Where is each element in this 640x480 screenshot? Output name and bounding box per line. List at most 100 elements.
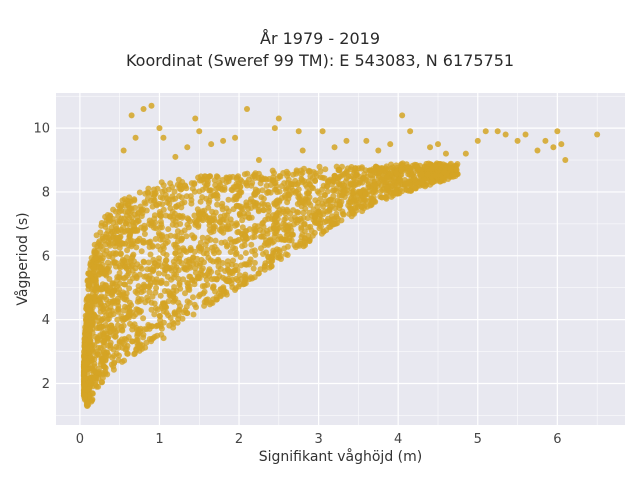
data-point bbox=[125, 334, 132, 341]
data-point bbox=[186, 299, 193, 306]
data-point bbox=[314, 203, 321, 210]
data-point bbox=[203, 182, 210, 189]
data-point bbox=[379, 187, 386, 193]
data-point bbox=[98, 265, 105, 272]
data-point bbox=[102, 271, 109, 278]
data-point bbox=[129, 254, 135, 261]
data-point bbox=[285, 176, 292, 183]
data-point bbox=[145, 190, 152, 197]
data-point bbox=[92, 249, 99, 256]
data-point bbox=[243, 202, 250, 209]
data-point bbox=[81, 375, 88, 382]
data-point bbox=[131, 272, 138, 278]
data-point bbox=[160, 335, 167, 342]
data-point bbox=[261, 266, 268, 273]
data-point bbox=[184, 221, 191, 228]
data-point bbox=[110, 366, 117, 373]
data-point bbox=[99, 246, 106, 253]
data-point bbox=[283, 251, 289, 258]
y-axis-ticks: 2 4 6 8 10 bbox=[33, 122, 50, 392]
data-point bbox=[514, 137, 521, 144]
data-point bbox=[188, 200, 195, 207]
data-point bbox=[419, 179, 425, 186]
data-point bbox=[393, 162, 400, 169]
data-point bbox=[147, 251, 154, 258]
data-point bbox=[100, 334, 107, 341]
data-point bbox=[212, 237, 219, 244]
data-point bbox=[146, 284, 152, 291]
data-point bbox=[295, 128, 302, 135]
data-point bbox=[110, 346, 117, 353]
data-point bbox=[124, 247, 131, 254]
data-point bbox=[159, 201, 166, 208]
data-point bbox=[355, 173, 362, 180]
x-axis-ticks: 0 1 2 3 4 5 6 bbox=[76, 432, 562, 447]
data-point bbox=[121, 281, 128, 288]
data-point bbox=[145, 239, 152, 246]
data-point bbox=[437, 161, 444, 167]
data-point bbox=[241, 242, 248, 249]
y-axis-label: Vågperiod (s) bbox=[14, 212, 31, 305]
data-point bbox=[81, 354, 88, 361]
data-point bbox=[264, 230, 271, 237]
data-point bbox=[225, 222, 232, 229]
data-point bbox=[220, 137, 227, 144]
data-point bbox=[454, 161, 461, 167]
data-point bbox=[344, 165, 351, 172]
data-point bbox=[167, 180, 174, 187]
data-point bbox=[194, 206, 201, 213]
data-point bbox=[271, 125, 278, 132]
y-tick-label: 8 bbox=[42, 185, 50, 200]
data-point bbox=[201, 302, 208, 309]
data-point bbox=[243, 180, 249, 187]
data-point bbox=[302, 200, 309, 207]
data-point bbox=[130, 238, 137, 245]
data-point bbox=[110, 232, 117, 239]
data-point bbox=[126, 285, 133, 292]
data-point bbox=[229, 270, 236, 277]
data-point bbox=[208, 217, 214, 224]
data-point bbox=[196, 275, 203, 282]
data-point bbox=[388, 182, 395, 189]
data-point bbox=[265, 253, 272, 260]
data-point bbox=[319, 186, 326, 193]
data-point bbox=[172, 250, 179, 256]
data-point bbox=[196, 128, 203, 135]
data-point bbox=[183, 185, 190, 192]
data-point bbox=[162, 212, 169, 219]
data-point bbox=[191, 281, 198, 288]
data-point bbox=[120, 147, 127, 154]
data-point bbox=[302, 242, 308, 249]
data-point bbox=[269, 257, 276, 264]
data-point bbox=[358, 203, 365, 210]
data-point bbox=[81, 348, 87, 355]
data-point bbox=[120, 307, 127, 314]
data-point bbox=[310, 185, 316, 192]
data-point bbox=[150, 256, 157, 263]
data-point bbox=[265, 204, 272, 211]
data-point bbox=[217, 219, 224, 226]
data-point bbox=[181, 227, 188, 234]
data-point bbox=[115, 322, 121, 329]
data-point bbox=[96, 271, 103, 278]
data-point bbox=[257, 227, 263, 233]
data-point bbox=[297, 215, 304, 222]
data-point bbox=[305, 167, 312, 174]
data-point bbox=[112, 251, 119, 258]
data-point bbox=[276, 207, 283, 214]
data-point bbox=[87, 272, 94, 279]
data-point bbox=[264, 190, 271, 196]
data-point bbox=[95, 348, 102, 355]
data-point bbox=[482, 128, 489, 135]
data-point bbox=[358, 195, 365, 201]
data-point bbox=[217, 182, 224, 189]
data-point bbox=[176, 212, 182, 219]
data-point bbox=[284, 208, 291, 215]
data-point bbox=[337, 181, 344, 188]
data-point bbox=[86, 307, 93, 314]
data-point bbox=[101, 302, 108, 309]
data-point bbox=[260, 251, 266, 257]
data-point bbox=[114, 277, 121, 284]
data-point bbox=[148, 306, 155, 313]
